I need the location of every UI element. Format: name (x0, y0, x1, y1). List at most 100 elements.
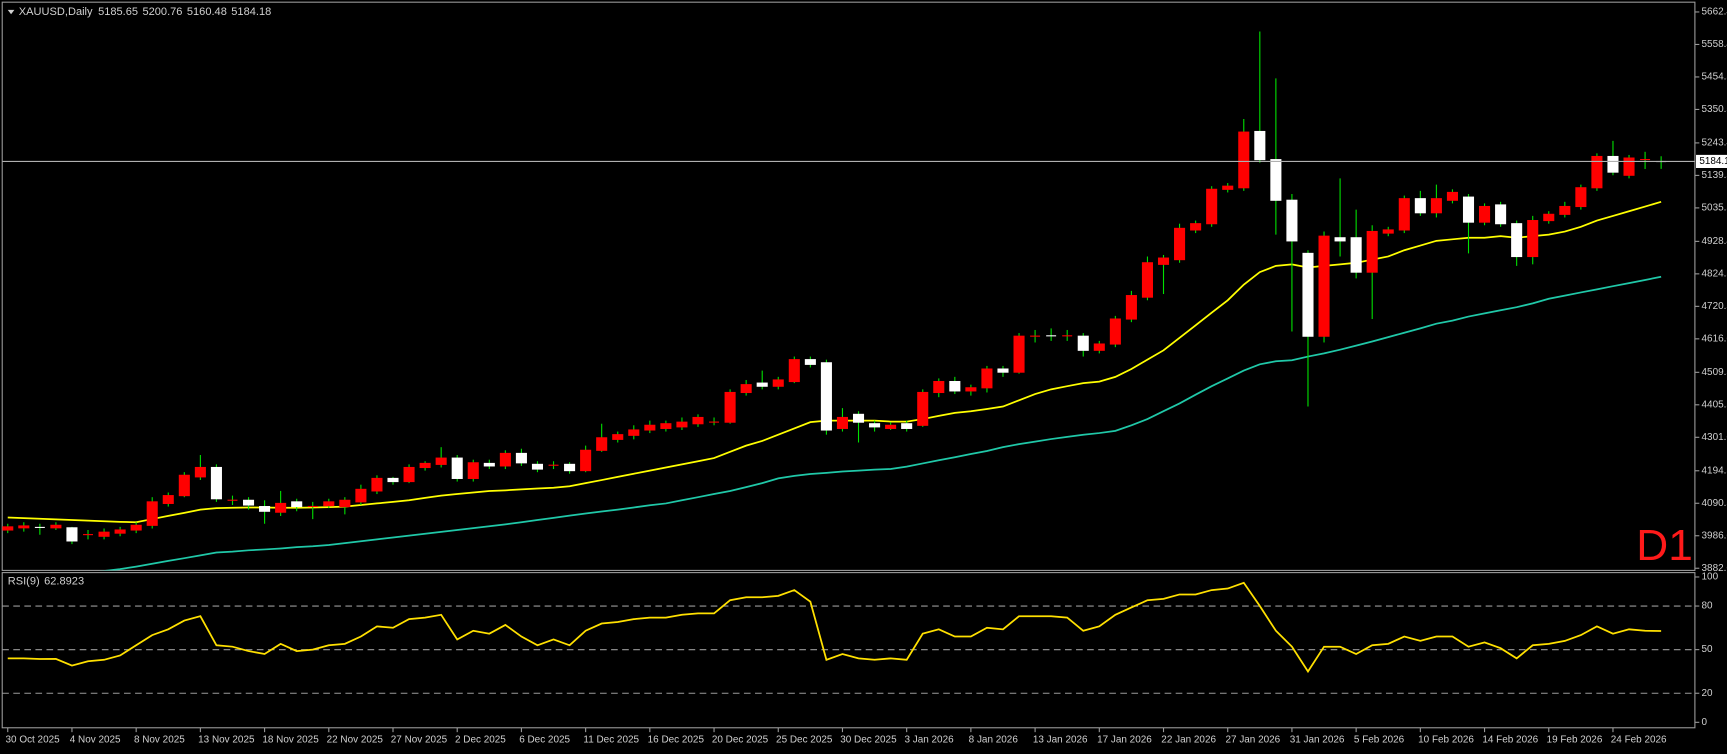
candle-body (1462, 196, 1475, 223)
candle-body (596, 437, 608, 451)
candle-body (1302, 252, 1314, 337)
timeframe-label: D1 (1636, 521, 1693, 570)
candle-body (788, 359, 800, 383)
y-tick-label: 4405.55 (1702, 399, 1727, 410)
candle-body (548, 464, 559, 466)
candle-body (451, 457, 463, 479)
candle-body (644, 424, 656, 431)
candle-body (339, 499, 351, 508)
candle-body (66, 527, 78, 542)
x-tick-label: 5 Feb 2026 (1354, 734, 1405, 745)
header-close: 5184.18 (231, 6, 271, 18)
candle-body (1062, 335, 1073, 337)
candle-body (242, 499, 255, 506)
candle-body (772, 379, 784, 387)
candle-body (227, 499, 238, 501)
candle-body (612, 434, 624, 440)
header-high: 5200.76 (142, 6, 182, 18)
candle-body (210, 466, 222, 500)
rsi-header: RSI(9) 62.8923 (8, 575, 84, 587)
symbol-menu-icon[interactable] (7, 9, 15, 15)
candle-body (1077, 335, 1089, 351)
candle-body (724, 391, 736, 423)
y-tick-label: 3986.60 (1702, 530, 1727, 541)
candle-body (1254, 130, 1266, 161)
y-tick-label: 5035.55 (1702, 203, 1727, 214)
x-tick-label: 14 Feb 2026 (1482, 734, 1538, 745)
x-tick-label: 20 Dec 2025 (712, 734, 769, 745)
candle-body (467, 462, 479, 479)
x-tick-label: 8 Nov 2025 (134, 734, 185, 745)
candle-body (740, 384, 752, 394)
x-tick-label: 18 Nov 2025 (262, 734, 319, 745)
chart-header: XAUUSD,Daily 5185.65 5200.76 5160.48 5184.18 (19, 6, 271, 18)
candle-body (419, 462, 431, 469)
candle-body (1511, 223, 1523, 258)
candle-body (852, 413, 865, 423)
candle-body (836, 416, 849, 429)
x-tick-label: 4 Nov 2025 (70, 734, 121, 745)
candle-body (1238, 131, 1250, 189)
current-price-label: 5184.18 (1699, 156, 1727, 167)
candle-body (660, 423, 672, 429)
x-tick-label: 8 Jan 2026 (969, 734, 1019, 745)
x-tick-label: 30 Oct 2025 (6, 734, 61, 745)
candle-body (1430, 198, 1442, 214)
candle-body (83, 534, 93, 536)
candle-body (1446, 191, 1458, 201)
candle-body (820, 362, 832, 431)
candle-body (1222, 185, 1234, 190)
candle-body (965, 387, 977, 392)
candle-body (1640, 158, 1651, 161)
candle-body (1286, 199, 1298, 242)
candle-body (917, 391, 929, 426)
candle-body (1141, 262, 1153, 298)
candle-body (949, 380, 961, 392)
candle-body (178, 474, 190, 497)
candle-body (1414, 198, 1426, 214)
candle-body (1318, 235, 1330, 337)
y-tick-label: 3882.65 (1702, 563, 1727, 574)
candle-body (515, 452, 527, 464)
y-tick-label: 5350.55 (1702, 104, 1727, 115)
y-tick-label: 4090.55 (1702, 498, 1727, 509)
candle-body (1046, 335, 1057, 337)
y-tick-label: 4301.60 (1702, 432, 1727, 443)
y-tick-label: 4616.60 (1702, 333, 1727, 344)
axes: 5662.40 5558.45 5454.50 5350.55 5243.45 5139.… (6, 7, 1727, 745)
candle-body (1366, 230, 1378, 273)
rsi-y-tick-label: 0 (1702, 717, 1708, 728)
candle-body (194, 466, 206, 478)
candle-body (1190, 223, 1202, 231)
rsi-title: RSI(9) (8, 575, 40, 587)
candle-body (307, 505, 318, 508)
candle-body (628, 429, 640, 436)
y-tick-label: 4194.50 (1702, 465, 1727, 476)
candle-body (259, 506, 271, 512)
candle-body (130, 524, 142, 531)
candle-body (1334, 237, 1346, 242)
candle-body (564, 463, 576, 472)
y-tick-label: 5454.50 (1702, 72, 1727, 83)
symbol-title: XAUUSD,Daily (19, 6, 93, 18)
candle-body (162, 495, 174, 504)
x-tick-label: 16 Dec 2025 (648, 734, 705, 745)
candle-body (1398, 198, 1410, 231)
candle-body (1495, 204, 1507, 225)
candle-body (114, 529, 126, 534)
candle-body (709, 421, 720, 423)
x-tick-label: 13 Nov 2025 (198, 734, 255, 745)
candle-body (531, 463, 544, 470)
candle-body (997, 368, 1009, 373)
candle-body (403, 466, 415, 483)
rsi-y-tick-label: 20 (1702, 688, 1714, 699)
candle-body (580, 449, 592, 472)
candle-body (98, 531, 110, 537)
candle-body (1479, 205, 1491, 223)
candle-body (804, 359, 816, 365)
rsi-current: 62.8923 (44, 575, 84, 587)
candle-body (371, 477, 383, 492)
candle-body (933, 380, 945, 394)
